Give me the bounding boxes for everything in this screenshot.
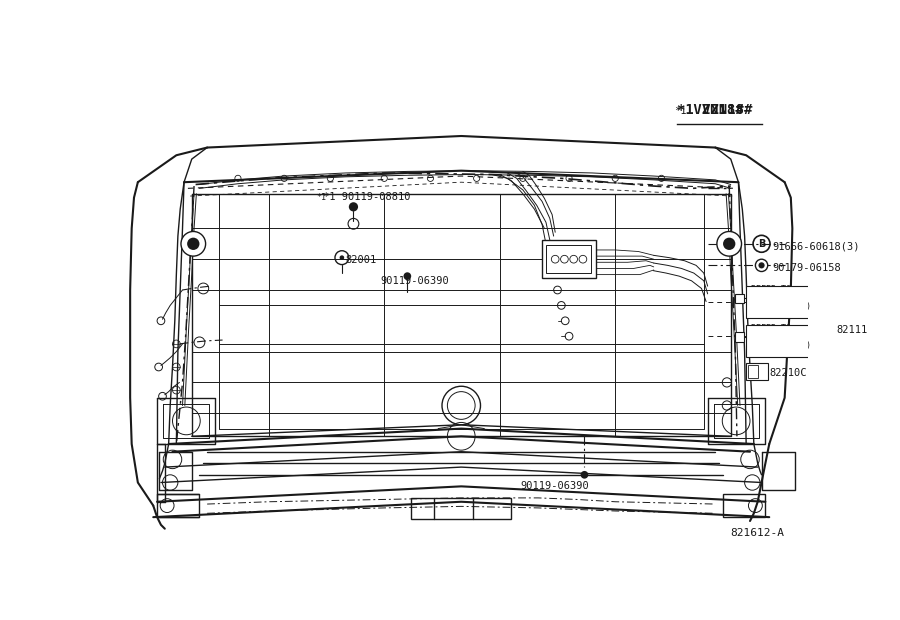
Bar — [411, 498, 511, 520]
Circle shape — [759, 262, 765, 268]
Circle shape — [349, 202, 358, 211]
Text: 90179-06158: 90179-06158 — [772, 263, 842, 273]
Bar — [746, 325, 827, 357]
Text: (PNC 82600F): (PNC 82600F) — [751, 303, 811, 311]
Bar — [734, 332, 743, 342]
Bar — [723, 494, 765, 517]
Circle shape — [755, 259, 768, 272]
Bar — [749, 365, 758, 378]
Bar — [746, 363, 768, 380]
Text: 821612-A: 821612-A — [731, 528, 785, 538]
Text: REFER TO: REFER TO — [751, 324, 791, 333]
Bar — [542, 240, 596, 278]
Circle shape — [580, 471, 589, 479]
Text: (PNC 82600F): (PNC 82600F) — [751, 341, 811, 350]
Text: B: B — [758, 239, 765, 249]
Circle shape — [403, 272, 411, 280]
Bar — [734, 294, 743, 303]
Text: 90119-06390: 90119-06390 — [381, 276, 449, 286]
Text: 91666-60618(3): 91666-60618(3) — [772, 242, 859, 252]
Text: *1 90119-08810: *1 90119-08810 — [322, 192, 410, 202]
Circle shape — [723, 237, 735, 250]
Circle shape — [339, 255, 344, 260]
Bar — [746, 286, 827, 319]
Text: 82210C: 82210C — [770, 368, 806, 378]
Text: FIG 84-01: FIG 84-01 — [751, 294, 796, 303]
Text: VZN18#: VZN18# — [685, 104, 743, 117]
Text: 82001: 82001 — [346, 255, 377, 265]
Text: *1: *1 — [317, 193, 327, 202]
Bar — [158, 494, 200, 517]
Text: 90119-06390: 90119-06390 — [521, 480, 590, 490]
Text: FIG 84-01: FIG 84-01 — [751, 332, 796, 341]
Text: *1: *1 — [674, 107, 687, 117]
Circle shape — [717, 231, 742, 256]
Circle shape — [187, 237, 200, 250]
Text: *1 VZN18#: *1 VZN18# — [677, 104, 752, 117]
Bar — [546, 246, 590, 273]
Text: 82111: 82111 — [836, 325, 868, 335]
Circle shape — [181, 231, 205, 256]
Text: REFER TO: REFER TO — [751, 285, 791, 294]
